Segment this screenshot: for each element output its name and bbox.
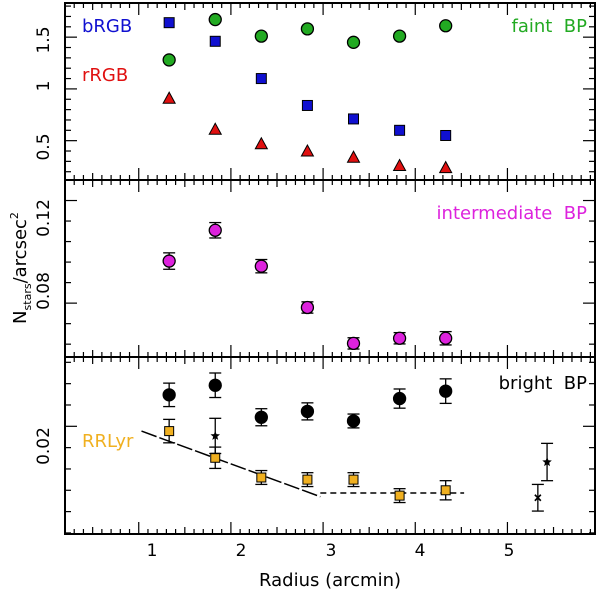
bright-bp-point (208, 378, 222, 392)
brgb-point (348, 113, 360, 125)
panel-top-ticks (64, 3, 595, 180)
y-tick-label: 0.02 (34, 427, 54, 465)
intermediate-bp-point (439, 331, 453, 345)
rrgb-point (438, 160, 453, 174)
legend-bright-bp: bright BP (499, 373, 588, 394)
panel-middle-ticks (64, 180, 595, 357)
bright-bp-point (392, 391, 407, 406)
x-tick-label: 1 (147, 541, 158, 561)
rrgb-point (254, 136, 269, 150)
faint-bp-point (346, 35, 361, 49)
intermediate-bp-point (254, 259, 268, 273)
rrlyr-point (210, 452, 221, 463)
intermediate-bp-point (300, 300, 315, 315)
legend-brgb: bRGB (82, 16, 132, 37)
faint-bp-point (392, 29, 407, 43)
bright-bp-point (300, 404, 315, 419)
brgb-point (209, 35, 221, 47)
panel-bottom-ticks (64, 357, 595, 534)
brgb-point (440, 129, 452, 141)
rrgb-point (346, 150, 361, 163)
faint-bp-point (162, 53, 176, 67)
bright-bp-point (346, 414, 361, 428)
rrlyr-point (348, 474, 359, 485)
intermediate-bp-point (208, 223, 222, 237)
rrgb-point (392, 158, 407, 172)
bright-bp-point (162, 388, 176, 402)
faint-bp-point (208, 12, 222, 27)
y-tick-label: 0.08 (34, 272, 54, 310)
brgb-point (301, 99, 313, 111)
x-axis-label: Radius (arcmin) (259, 570, 401, 591)
rrlyr-point (394, 490, 405, 501)
brgb-point (394, 124, 406, 136)
rrgb-point (162, 91, 176, 104)
y-axis-label: Nstars/arcsec2 (8, 212, 34, 324)
faint-bp-point (254, 29, 268, 43)
panel-bottom-frame (64, 356, 596, 535)
legend-intermediate-bp: intermediate BP (437, 203, 588, 224)
panel-bottom-marks (162, 372, 554, 512)
legend-rrlyr: RRLyr (82, 431, 134, 452)
rrlyr-point (440, 485, 451, 496)
rrlyr-point (164, 426, 175, 437)
intermediate-bp-point (392, 331, 407, 345)
y-axis-label-sub: stars (21, 283, 34, 310)
intermediate-bp-point (162, 254, 176, 268)
bright-bp-point (254, 410, 268, 424)
x-axis: 1 2 3 4 5 Radius (arcmin) (147, 541, 515, 591)
y-axis-label-sup: 2 (8, 212, 21, 219)
fit-line-long-dash (141, 430, 321, 498)
x-tick-label: 5 (504, 541, 515, 561)
x-tick-label: 4 (415, 541, 426, 561)
panel-middle-marks (162, 221, 453, 351)
panel-middle: 0.08 0.12 intermediate BP (34, 179, 596, 358)
brgb-point (255, 73, 267, 85)
x-tick-label: 2 (236, 541, 247, 561)
y-tick-label: 1.5 (34, 26, 54, 53)
y-tick-label: 1 (34, 81, 54, 92)
panel-bottom-fit-lines (141, 430, 465, 498)
panel-top-tick-labels: 0.5 1 1.5 (34, 26, 54, 160)
x-tick-label: 3 (326, 541, 337, 561)
y-tick-label: 0.5 (34, 133, 54, 160)
rrgb-point (208, 122, 223, 135)
y-axis-label-tail: /arcsec (10, 219, 31, 283)
panel-top: 0.5 1 1.5 bRGB rRGB faint BP (34, 2, 596, 181)
rrlyr-point (302, 474, 313, 485)
faint-bp-point (300, 22, 315, 36)
intermediate-bp-point (346, 336, 361, 351)
bright-bp-point (439, 384, 453, 398)
y-tick-label: 0.12 (34, 199, 54, 237)
panel-top-marks (162, 12, 453, 174)
star-symbol-point (542, 457, 552, 467)
faint-bp-point (439, 19, 453, 33)
legend-faint-bp: faint BP (512, 16, 588, 37)
legend-rrgb: rRGB (82, 65, 128, 86)
panel-bottom: 0.02 bright BP RRLyr (34, 356, 596, 535)
y-axis-label-main: N (10, 310, 31, 323)
rrlyr-point (256, 472, 267, 483)
brgb-point (163, 17, 175, 29)
star-symbol-point (210, 430, 220, 440)
cross-symbol-point (534, 494, 542, 502)
rrgb-point (300, 143, 315, 157)
